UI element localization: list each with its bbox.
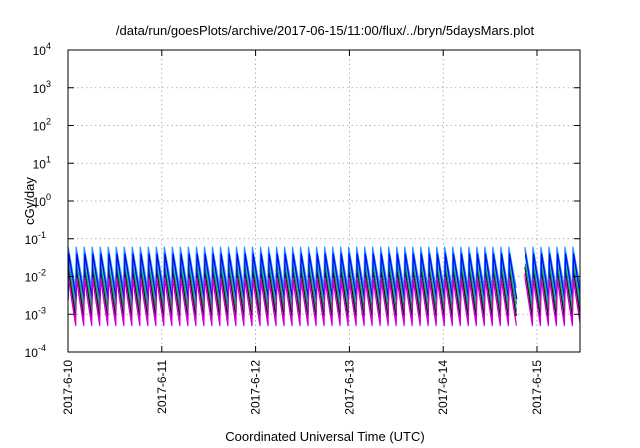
x-tick-label: 2017-6-15	[530, 360, 544, 415]
series-line-6	[67, 253, 518, 300]
x-axis-label: Coordinated Universal Time (UTC)	[225, 429, 424, 444]
series-line-7	[67, 277, 517, 327]
y-tick-label: 102	[33, 117, 51, 134]
series-line-4	[524, 255, 581, 306]
x-tick-label: 2017-6-13	[342, 360, 356, 415]
y-tick-label: 104	[33, 41, 51, 58]
x-tick-label: 2017-6-11	[155, 360, 169, 414]
y-tick-label: 10-1	[25, 230, 46, 247]
series-line-5	[524, 263, 581, 312]
series-line-6	[524, 253, 581, 300]
series-line-7	[524, 277, 581, 327]
series-group	[67, 246, 581, 327]
x-tick-label: 2017-6-12	[249, 360, 263, 415]
x-tick-label: 2017-6-14	[436, 360, 450, 415]
y-tick-label: 103	[33, 79, 51, 96]
series-line-1	[524, 266, 581, 317]
y-tick-label: 10-4	[25, 343, 46, 360]
y-tick-label: 10-3	[25, 305, 46, 322]
chart-title: /data/run/goesPlots/archive/2017-06-15/1…	[116, 23, 535, 38]
y-tick-label: 101	[33, 154, 51, 171]
x-tick-label: 2017-6-10	[61, 360, 75, 415]
y-axis-label: cGy/day	[22, 177, 37, 225]
y-tick-label: 10-2	[25, 268, 46, 285]
x-axis: 2017-6-10 2017-6-11 2017-6-12 2017-6-13 2017…	[61, 50, 544, 415]
